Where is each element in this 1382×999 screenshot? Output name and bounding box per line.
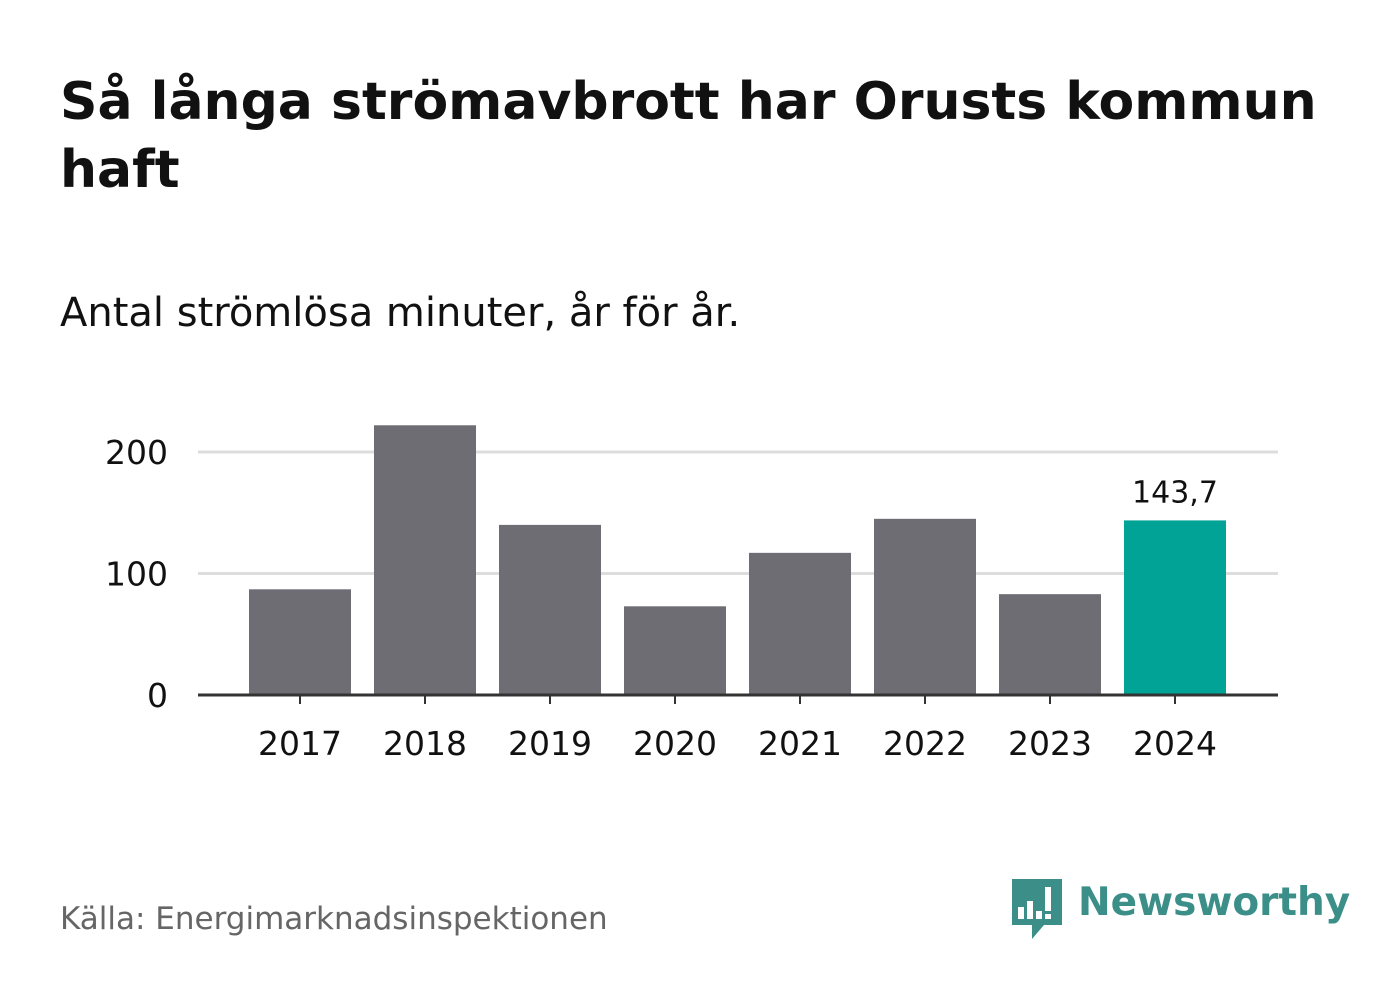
bar-chart: 0 100 200 2017 2018 2019 2020 2021 2022 2023 2024… [105,425,1278,763]
x-tick-label: 2018 [383,724,467,763]
x-tick-label: 2017 [258,724,342,763]
x-tick-label: 2020 [633,724,717,763]
brand-name: Newsworthy [1078,880,1351,925]
bar-2020 [624,606,726,695]
chart-title: Så långa strömavbrott har Orusts kommun … [60,72,1317,200]
x-tick-label: 2022 [883,724,967,763]
bar-2022 [874,518,976,695]
bar-2017 [249,589,351,695]
bar-2023 [999,594,1101,695]
gridlines [198,450,1278,575]
x-tick-label: 2019 [508,724,592,763]
y-tick-label: 200 [105,433,168,472]
y-tick-label: 100 [105,555,168,594]
bar-2018 [374,425,476,695]
data-label-2024: 143,7 [1132,475,1218,510]
x-tick-label: 2021 [758,724,842,763]
bars [249,425,1226,695]
data-labels: 143,7 [1132,475,1218,510]
source-note: Källa: Energimarknadsinspektionen [60,901,608,937]
chart-subtitle: Antal strömlösa minuter, år för år. [60,290,741,336]
bar-2021 [749,552,851,695]
brand-logo: Newsworthy [1010,874,1350,944]
newsworthy-logo-icon [1012,879,1062,939]
x-tick-label: 2024 [1133,724,1217,763]
x-tick-label: 2023 [1008,724,1092,763]
x-axis: 2017 2018 2019 2020 2021 2022 2023 2024 [198,693,1278,763]
bar-2024 [1124,520,1226,695]
bar-2019 [499,524,601,695]
y-tick-label: 0 [147,676,168,715]
y-axis-ticks: 0 100 200 [105,433,168,715]
